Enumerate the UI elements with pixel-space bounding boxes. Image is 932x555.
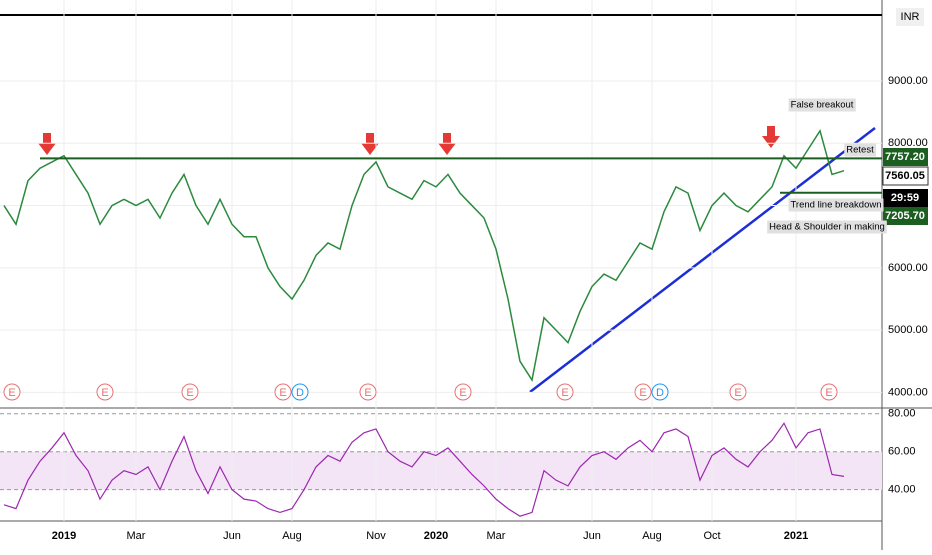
- event-marker: [291, 383, 309, 401]
- event-marker: [556, 383, 574, 401]
- annotation: Retest: [846, 145, 874, 156]
- arrow: [38, 133, 56, 155]
- event-label: E: [186, 387, 193, 399]
- annotation: Head & Shoulder in making: [769, 222, 885, 233]
- x-tick-label: 2020: [424, 530, 448, 542]
- x-tick-label: 2021: [784, 530, 808, 542]
- annotation-box: [767, 220, 887, 234]
- x-tick-label: Oct: [703, 530, 720, 542]
- event-marker: [3, 383, 21, 401]
- annotation-box: [788, 198, 884, 212]
- rsi-tick-label: 80.00: [888, 408, 916, 420]
- event-label: E: [825, 387, 832, 399]
- event-marker: [96, 383, 114, 401]
- price-label-box: [882, 166, 929, 186]
- y-tick-label: 8000.00: [888, 137, 928, 149]
- currency: INR: [901, 11, 920, 23]
- arrow: [361, 133, 379, 155]
- y-tick-label: 9000.00: [888, 75, 928, 87]
- event-label: E: [459, 387, 466, 399]
- event-label: E: [734, 387, 741, 399]
- event-label: D: [296, 387, 304, 399]
- y-tick-label: 4000.00: [888, 386, 928, 398]
- rsi-tick-label: 60.00: [888, 446, 916, 458]
- x-tick-label: 2019: [52, 530, 76, 542]
- event-marker: [454, 383, 472, 401]
- annotation-box: [844, 143, 877, 157]
- x-tick-label: Jun: [583, 530, 601, 542]
- event-label: E: [279, 387, 286, 399]
- arrow: [438, 133, 456, 155]
- rsi-band: [0, 451, 882, 490]
- arrows: [38, 126, 780, 155]
- annotation: False breakout: [791, 100, 854, 111]
- event-label: E: [639, 387, 646, 399]
- currency-box: [896, 8, 924, 26]
- x-tick-label: Mar: [487, 530, 506, 542]
- rsi-line: [3, 422, 845, 517]
- price-label: 7757.20: [885, 151, 925, 163]
- price-label-box: [883, 148, 928, 166]
- event-marker: [820, 383, 838, 401]
- x-tick-label: Jun: [223, 530, 241, 542]
- y-tick-label: 6000.00: [888, 262, 928, 274]
- countdown-box: [883, 189, 928, 207]
- event-marker: [651, 383, 669, 401]
- arrow: [762, 126, 780, 148]
- price-line: [3, 128, 845, 382]
- event-label: E: [364, 387, 371, 399]
- rsi-tick-label: 40.00: [888, 484, 916, 496]
- event-marker: [729, 383, 747, 401]
- event-marker: [181, 383, 199, 401]
- annotation-box: [788, 98, 856, 112]
- x-tick-label: Mar: [127, 530, 146, 542]
- event-label: E: [8, 387, 15, 399]
- trend-line: [529, 127, 876, 393]
- x-tick-label: Nov: [366, 530, 386, 542]
- x-tick-label: Aug: [282, 530, 302, 542]
- x-tick-label: Aug: [642, 530, 662, 542]
- event-label: E: [561, 387, 568, 399]
- event-label: D: [656, 387, 664, 399]
- event-label: E: [101, 387, 108, 399]
- y-tick-label: 5000.00: [888, 324, 928, 336]
- countdown: 29:59: [891, 192, 919, 204]
- annotation: Trend line breakdown: [790, 200, 881, 211]
- price-label: 7560.05: [885, 170, 925, 182]
- price-label: 7205.70: [885, 210, 925, 222]
- price-label-box: [883, 207, 928, 225]
- event-marker: [634, 383, 652, 401]
- event-marker: [274, 383, 292, 401]
- event-marker: [359, 383, 377, 401]
